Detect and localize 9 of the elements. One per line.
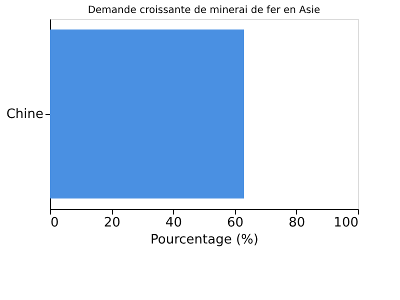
x-tick-label: 80: [288, 216, 306, 230]
x-tick-label: 0: [50, 216, 59, 230]
x-tick-label: 40: [165, 216, 182, 230]
x-tick-label: 60: [227, 216, 244, 230]
y-tick-label: Chine: [6, 107, 44, 122]
x-tick-label: 100: [334, 216, 358, 230]
x-axis-title: Pourcentage (%): [150, 232, 258, 248]
chart-title: Demande croissante de minerai de fer en Asie: [88, 5, 320, 16]
x-tick-label: 20: [104, 216, 120, 230]
